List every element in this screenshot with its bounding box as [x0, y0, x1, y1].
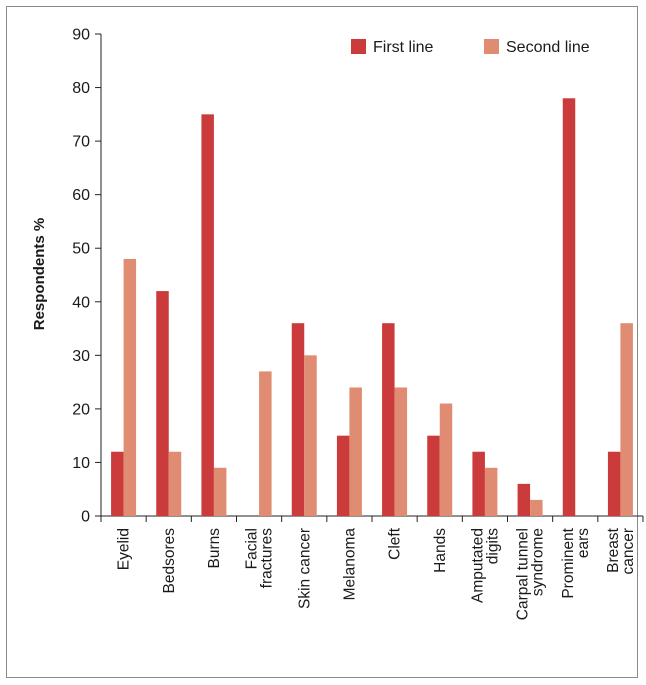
- bar-first-line: [427, 436, 440, 516]
- legend-label: Second line: [506, 39, 590, 56]
- x-tick-label: Bedsores: [161, 528, 178, 594]
- bar-second-line: [304, 355, 317, 516]
- x-tick-label-line: Skin cancer: [296, 528, 313, 609]
- x-tick-label-line: Cleft: [387, 527, 404, 560]
- bar-second-line: [214, 468, 227, 516]
- y-tick-label: 50: [72, 241, 90, 258]
- bar-second-line: [169, 452, 182, 516]
- bar-first-line: [156, 291, 169, 516]
- bar-second-line: [485, 468, 498, 516]
- x-tick-label-line: digits: [484, 528, 501, 564]
- x-tick-label-line: Eyelid: [116, 528, 133, 570]
- bar-first-line: [563, 98, 576, 516]
- x-tick-label-line: cancer: [620, 528, 637, 575]
- y-tick-label: 90: [72, 27, 90, 44]
- bars: [111, 98, 633, 516]
- axes: [95, 34, 643, 522]
- x-tick-label: Cleft: [387, 527, 404, 560]
- x-tick-label: Eyelid: [116, 528, 133, 570]
- bar-first-line: [201, 114, 214, 516]
- x-tick-label: Melanoma: [341, 528, 358, 601]
- bar-second-line: [349, 387, 362, 516]
- x-tick-label-line: fractures: [259, 528, 276, 589]
- bar-second-line: [395, 387, 408, 516]
- bar-first-line: [472, 452, 485, 516]
- bar-second-line: [620, 323, 633, 516]
- x-tick-label-line: ears: [575, 528, 592, 558]
- legend-swatch: [351, 39, 366, 54]
- bar-second-line: [440, 404, 453, 516]
- x-tick-label-line: Burns: [206, 528, 223, 569]
- bar-first-line: [518, 484, 531, 516]
- bar-second-line: [530, 500, 543, 516]
- y-tick-label: 10: [72, 455, 90, 472]
- y-tick-label: 70: [72, 134, 90, 151]
- y-tick-label: 40: [72, 294, 90, 311]
- x-tick-label: Hands: [432, 528, 449, 573]
- x-tick-label-line: Bedsores: [161, 528, 178, 594]
- bar-first-line: [337, 436, 350, 516]
- legend-label: First line: [373, 39, 434, 56]
- y-tick-label: 30: [72, 348, 90, 365]
- legend: First line Second line: [351, 39, 590, 56]
- y-tick-label: 0: [81, 509, 90, 526]
- bar-first-line: [111, 452, 124, 516]
- y-tick-label: 20: [72, 401, 90, 418]
- bar-first-line: [292, 323, 305, 516]
- bar-second-line: [124, 259, 137, 516]
- legend-swatch: [484, 39, 499, 54]
- x-tick-label: Skin cancer: [296, 528, 313, 609]
- bar-second-line: [259, 371, 272, 516]
- x-tick-label-line: syndrome: [530, 528, 547, 596]
- bar-first-line: [382, 323, 395, 516]
- y-tick-label: 60: [72, 187, 90, 204]
- y-axis-label: Respondents %: [31, 218, 48, 331]
- y-tick-label: 80: [72, 80, 90, 97]
- bar-first-line: [608, 452, 621, 516]
- x-tick-label: Burns: [206, 528, 223, 569]
- x-tick-label-line: Hands: [432, 528, 449, 573]
- x-tick-label-line: Melanoma: [341, 528, 358, 601]
